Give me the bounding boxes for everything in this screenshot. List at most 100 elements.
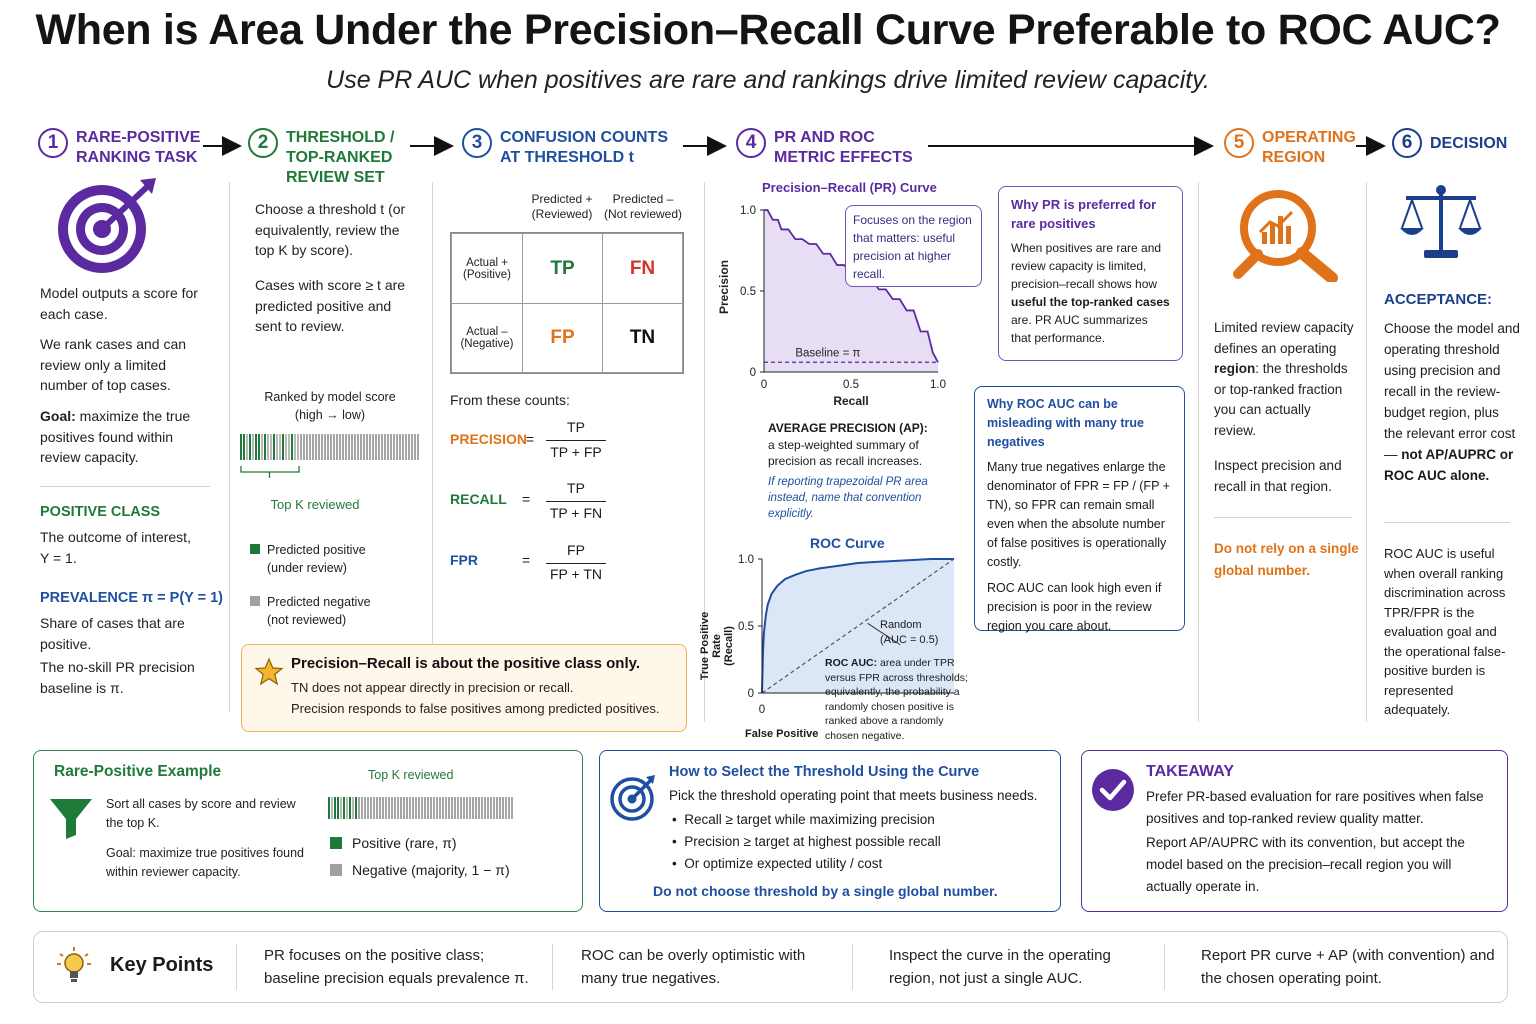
roc-auc-use-text: ROC AUC is useful when overall ranking d… (1384, 546, 1506, 717)
y-tick-label: 1.0 (738, 554, 754, 566)
negative-case-bar (354, 434, 356, 460)
callout-line-2: Precision responds to false positives am… (291, 701, 660, 716)
step-title: AT THRESHOLD t (500, 149, 634, 166)
negative-case-bar (360, 434, 362, 460)
negative-case-bar (433, 797, 435, 819)
positive-case-bar (282, 434, 284, 460)
negative-case-bar (408, 434, 410, 460)
step-title: REVIEW SET (286, 169, 385, 186)
negative-case-bar (382, 797, 384, 819)
col1-text-1: Model outputs a score for each case. (40, 285, 198, 322)
negative-case-bar (375, 434, 377, 460)
step-number: 2 (248, 128, 278, 158)
negative-case-bar (427, 797, 429, 819)
negative-case-bar (369, 434, 371, 460)
y-tick-label: 1.0 (740, 205, 756, 217)
actual-negative-label: Actual – (Negative) (451, 303, 523, 373)
negative-case-bar (309, 434, 311, 460)
negative-case-bar (505, 797, 507, 819)
negative-case-bar (417, 434, 419, 460)
negative-case-bar (345, 434, 347, 460)
negative-case-bar (318, 434, 320, 460)
negative-case-bar (402, 434, 404, 460)
callout-title: Precision–Recall is about the positive c… (291, 655, 641, 672)
fraction-bar (546, 563, 606, 564)
rare-positive-example-box: Rare-Positive Example Sort all cases by … (33, 750, 583, 912)
step-4-header: 4 PR AND ROC METRIC EFFECTS (736, 128, 913, 168)
negative-case-bar (384, 434, 386, 460)
step-title: METRIC EFFECTS (774, 149, 913, 166)
step-5-header: 5 OPERATING REGION (1224, 128, 1356, 168)
negative-legend: Negative (majority, 1 − π) (352, 862, 510, 878)
negative-case-bar (312, 434, 314, 460)
example-ranked-strip (328, 797, 513, 819)
negative-case-bar (288, 434, 290, 460)
negative-case-bar (418, 797, 420, 819)
tp-cell: TP (522, 233, 603, 304)
baseline-label: Baseline = π (795, 347, 860, 359)
negative-case-bar (351, 434, 353, 460)
negative-case-bar (339, 434, 341, 460)
negative-case-bar (511, 797, 513, 819)
negative-case-bar (445, 797, 447, 819)
negative-case-bar (370, 797, 372, 819)
negative-case-bar (399, 434, 401, 460)
negative-case-bar (405, 434, 407, 460)
negative-case-bar (496, 797, 498, 819)
negative-case-bar (340, 797, 342, 819)
divider (229, 182, 230, 712)
negative-case-bar (414, 434, 416, 460)
step-title: RARE-POSITIVE (76, 129, 201, 146)
why-roc-text-1: Many true negatives enlarge the denomina… (987, 460, 1170, 569)
equals: = (522, 491, 531, 507)
fraction-bar (546, 440, 606, 441)
negative-case-bar (321, 434, 323, 460)
negative-case-bar (336, 434, 338, 460)
negative-case-bar (357, 434, 359, 460)
negative-case-bar (490, 797, 492, 819)
positive-swatch (330, 837, 342, 849)
roc-chart: 1.0 0.5 00 (738, 554, 955, 716)
positive-case-bar (264, 434, 266, 460)
negative-case-bar (415, 797, 417, 819)
top-k-brace (240, 466, 300, 473)
step-title: REGION (1262, 149, 1326, 166)
key-point-2: ROC can be overly optimistic with many t… (581, 947, 806, 987)
key-point-1: PR focuses on the positive class; baseli… (264, 947, 529, 987)
confusion-matrix: Actual + (Positive) TP FN Actual – (Negati… (450, 232, 684, 374)
negative-case-bar (267, 434, 269, 460)
legend-positive-swatch (250, 544, 260, 554)
positive-case-bar (343, 797, 345, 819)
fn-cell: FN (602, 233, 683, 304)
step-title: OPERATING (1262, 129, 1356, 146)
negative-case-bar (396, 434, 398, 460)
negative-case-bar (348, 434, 350, 460)
pr-area (764, 210, 938, 372)
check-circle-icon (1092, 769, 1134, 811)
negative-case-bar (333, 434, 335, 460)
step-title: CONFUSION COUNTS (500, 129, 668, 146)
negative-case-bar (373, 797, 375, 819)
negative-case-bar (463, 797, 465, 819)
divider (432, 182, 433, 712)
acceptance-heading: ACCEPTANCE: (1384, 291, 1493, 308)
roc-curve (761, 558, 954, 694)
warning-text: Do not rely on a single global number. (1214, 541, 1359, 578)
negative-case-bar (331, 797, 333, 819)
negative-case-bar (439, 797, 441, 819)
fp-cell: FP (522, 303, 603, 373)
negative-case-bar (330, 434, 332, 460)
inspect-text: Inspect precision and recall in that reg… (1214, 458, 1342, 494)
step-title: PR AND ROC (774, 129, 875, 146)
positive-legend: Positive (rare, π) (352, 835, 457, 851)
callout-line-1: TN does not appear directly in precision… (291, 680, 574, 695)
negative-case-bar (252, 434, 254, 460)
page-title: When is Area Under the Precision–Recall … (35, 6, 1501, 54)
prevalence-heading: PREVALENCE π = P(Y = 1) (40, 590, 224, 606)
target-arrow-icon (610, 775, 655, 821)
negative-case-bar (381, 434, 383, 460)
positive-case-bar (328, 797, 330, 819)
x-axis-label: Recall (833, 394, 868, 408)
divider (552, 944, 553, 990)
select-intro: Pick the threshold operating point that … (669, 788, 1038, 803)
